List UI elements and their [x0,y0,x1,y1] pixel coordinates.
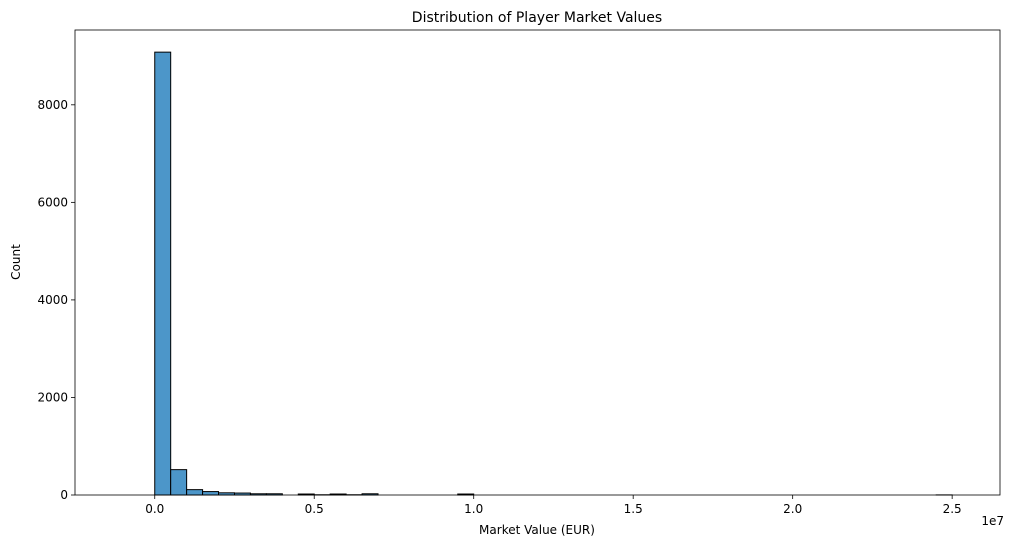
y-axis-label: Count [9,244,23,280]
histogram-bar [186,489,204,496]
x-tick-label: 2.0 [783,502,802,516]
y-tick-label: 8000 [37,98,68,112]
x-tick-label: 1.0 [464,502,483,516]
histogram-bar [170,469,188,496]
x-axis-offset-label: 1e7 [981,514,1004,528]
plot-frame [74,29,1001,496]
histogram-bar [202,491,220,496]
x-tick-label: 2.5 [943,502,962,516]
x-tick-label: 0.0 [145,502,164,516]
histogram-bar [154,51,172,496]
y-tick-label: 6000 [37,195,68,209]
x-tick-label: 0.5 [305,502,324,516]
x-axis-label: Market Value (EUR) [479,523,595,537]
y-tick-label: 0 [60,488,68,502]
x-axis-ticks: 0.0 0.5 1.0 1.5 2.0 2.5 [145,495,962,516]
y-tick-label: 2000 [37,390,68,404]
y-axis-ticks: 0 2000 4000 6000 8000 [37,98,75,502]
y-tick-label: 4000 [37,293,68,307]
x-tick-label: 1.5 [624,502,643,516]
histogram-bars [154,51,953,496]
chart-title: Distribution of Player Market Values [412,10,662,26]
